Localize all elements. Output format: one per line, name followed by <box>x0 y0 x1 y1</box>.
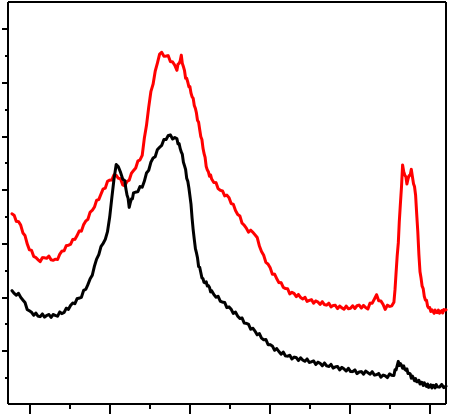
series-line-black <box>10 133 448 390</box>
chart-axes <box>2 1 447 414</box>
chart-series <box>10 50 448 390</box>
series-line-red <box>10 50 448 315</box>
